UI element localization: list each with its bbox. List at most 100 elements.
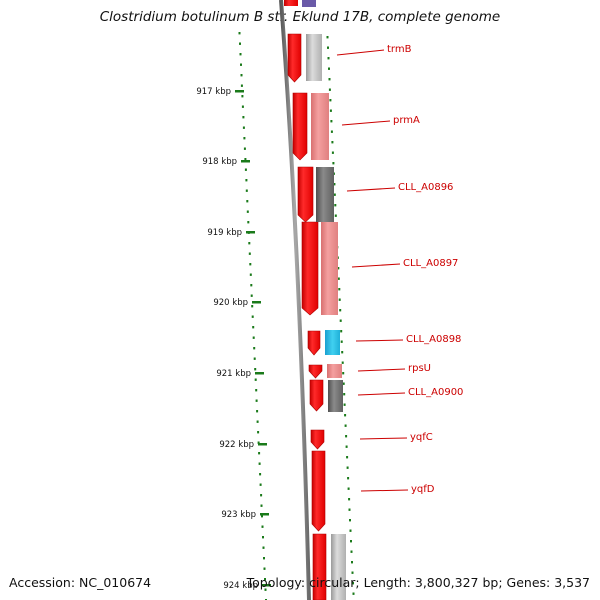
gene-block-inner [306, 34, 322, 81]
track-dot [328, 78, 331, 81]
track-dot [255, 399, 258, 402]
track-dot [337, 277, 340, 280]
gene-track [287, 33, 346, 600]
track-dot [331, 141, 334, 144]
track-dot [257, 441, 260, 444]
track-dot [348, 508, 351, 511]
track-dot [245, 189, 248, 192]
track-dot [240, 63, 242, 66]
ruler-tick [255, 372, 264, 375]
gene-label: CLL_A0900 [408, 387, 463, 398]
track-dot [253, 357, 256, 360]
gene-arrow-forward [297, 166, 314, 223]
genome-info-text: Topology: circular; Length: 3,800,327 bp… [246, 575, 590, 590]
gene-label-leader [336, 49, 385, 56]
track-dot [240, 84, 243, 87]
track-dot [330, 130, 333, 133]
track-dot [243, 137, 246, 140]
track-dot [244, 168, 247, 171]
gene-block-inner [321, 222, 338, 315]
track-dot [254, 378, 257, 381]
track-dot [246, 210, 249, 213]
track-dot [339, 309, 342, 312]
track-dot [341, 351, 344, 354]
ruler-tick-label: 924 kbp [223, 581, 258, 591]
track-dot [350, 540, 352, 543]
gene-block-inner [328, 380, 343, 412]
ruler-tick-label: 922 kbp [219, 440, 254, 450]
track-dot [341, 361, 344, 364]
track-dot [263, 567, 266, 570]
ruler-tick-label: 920 kbp [213, 298, 248, 308]
track-dot [352, 582, 354, 585]
gene-arrow-forward [307, 330, 321, 356]
track-dot [334, 204, 337, 207]
track-dot [350, 550, 353, 553]
track-dot [252, 326, 255, 329]
track-dot [327, 57, 330, 60]
track-dot [257, 431, 260, 434]
gene-arrow-forward [292, 92, 308, 161]
map-title: Clostridium botulinum B str. Eklund 17B,… [99, 9, 501, 25]
track-dot [332, 162, 335, 165]
gene-arrow-forward [310, 429, 325, 450]
track-dot [346, 466, 349, 469]
gene-label: yqfC [410, 432, 433, 443]
track-dot [245, 179, 248, 182]
ruler-tick [258, 443, 267, 446]
track-dot [251, 305, 254, 308]
track-dot [251, 315, 254, 318]
track-dot [252, 336, 255, 339]
gene-label: yqfD [411, 484, 435, 495]
ruler-tick [260, 513, 269, 516]
track-dot [344, 424, 347, 427]
track-dot [243, 147, 246, 150]
track-dot [250, 294, 253, 297]
track-dot [262, 536, 264, 539]
ruler-tick-label: 923 kbp [221, 510, 256, 520]
track-dot [331, 151, 334, 154]
track-dot [346, 456, 349, 459]
track-dot [249, 273, 252, 276]
track-dot [329, 99, 332, 102]
gene-label-leader [355, 339, 404, 342]
track-dot [247, 221, 250, 224]
ruler-tick [241, 160, 250, 163]
genome-backbone [279, 0, 311, 600]
gene-label: CLL_A0897 [403, 258, 458, 269]
gene-label: CLL_A0896 [398, 182, 453, 193]
track-dot [327, 46, 329, 49]
gene-label-leader [357, 392, 406, 396]
gene-label: rpsU [408, 363, 431, 374]
ruler-tick-label: 919 kbp [207, 228, 242, 238]
track-dot [262, 546, 265, 549]
gene-label-leader [359, 437, 408, 440]
gene-arrow-forward [311, 450, 326, 532]
track-dot [264, 588, 267, 591]
track-dot [258, 462, 261, 465]
track-dot [333, 183, 336, 186]
gene-block-inner [331, 534, 346, 600]
gene-label-leader [346, 187, 396, 192]
top-gene-fragment [284, 0, 298, 6]
top-gene-fragment-blue [302, 0, 316, 7]
kbp-ruler: 917 kbp 918 kbp 919 kbp 920 kbp 921 kbp 922 k… [196, 87, 271, 591]
track-dot [241, 95, 244, 98]
gene-block-inner [327, 364, 342, 378]
track-dot [241, 105, 244, 108]
track-dot [329, 109, 332, 112]
track-dot [344, 414, 347, 417]
gene-label-leader [357, 368, 406, 372]
track-dot [330, 120, 333, 123]
track-dot [250, 284, 253, 287]
gene-label-leader [341, 120, 391, 126]
gene-arrow-forward [309, 379, 324, 412]
track-dot [259, 483, 262, 486]
track-dot [326, 36, 329, 39]
track-dot [253, 347, 256, 350]
ruler-tick-label: 918 kbp [202, 157, 237, 167]
track-dot [256, 410, 259, 413]
track-dot [248, 242, 251, 245]
track-dot [239, 53, 242, 56]
